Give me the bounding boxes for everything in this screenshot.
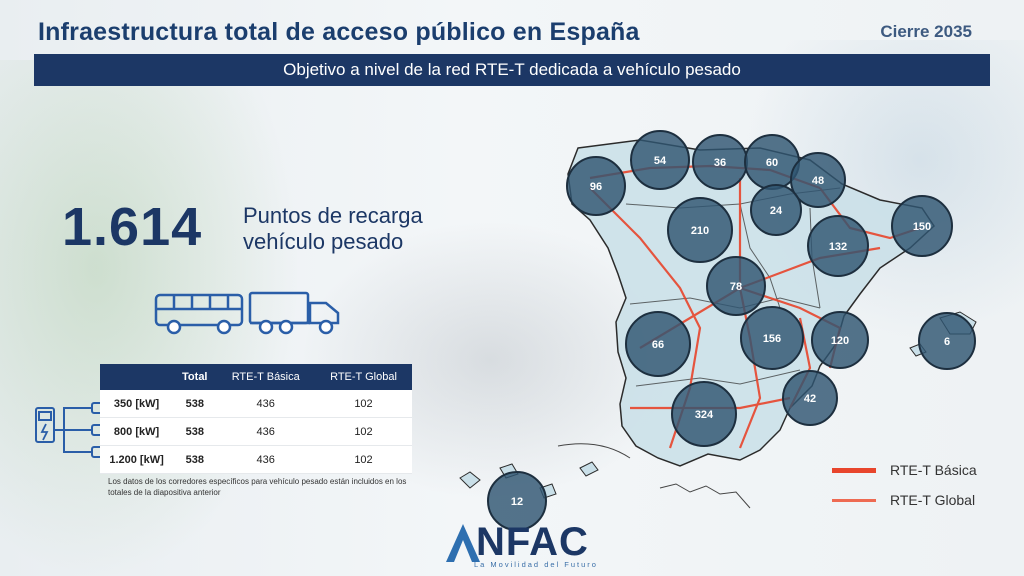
bus-and-truck-icon [154, 291, 340, 335]
region-value-extremadura: 66 [652, 339, 664, 351]
legend-swatch-global [832, 498, 876, 502]
region-circle-murcia [782, 370, 838, 426]
charging-table: Total RTE-T Básica RTE-T Global 350 [kW]… [100, 364, 412, 474]
row-total: 538 [173, 417, 217, 446]
region-value-galicia: 96 [590, 181, 602, 193]
region-value-baleares: 6 [944, 336, 950, 348]
header-basica: RTE-T Básica [216, 364, 315, 390]
region-circle-canarias [487, 471, 547, 531]
legend-item-basica: RTE-T Básica [832, 455, 977, 485]
row-basica: 436 [216, 417, 315, 446]
region-circle-la-rioja [750, 184, 802, 236]
region-circle-castilla-leon [667, 197, 733, 263]
legend-swatch-basica [832, 467, 876, 473]
close-year-label: Cierre 2035 [880, 22, 972, 41]
total-caption: Puntos de recarga vehículo pesado [243, 203, 423, 255]
region-value-pais-vasco: 60 [766, 157, 778, 169]
legend-label-global: RTE-T Global [890, 492, 976, 508]
row-total: 538 [173, 390, 217, 418]
table-row: 350 [kW] 538 436 102 [100, 390, 412, 418]
truck-icon [248, 291, 340, 335]
spain-map: 96 54 36 60 48 24 210 132 150 78 66 156 120 6 42 324 12 [459, 130, 977, 531]
region-value-valencia: 120 [831, 335, 849, 347]
region-circle-cataluna [891, 195, 953, 257]
row-basica: 436 [216, 445, 315, 474]
region-circle-aragon [807, 215, 869, 277]
row-basica: 436 [216, 390, 315, 418]
anfac-wordmark: NFAC [476, 520, 589, 564]
table-row: 800 [kW] 538 436 102 [100, 417, 412, 446]
anfac-logo-mark-icon [446, 524, 480, 562]
legend-label-basica: RTE-T Básica [890, 462, 977, 478]
region-value-aragon: 132 [829, 241, 847, 253]
region-circle-galicia [566, 156, 626, 216]
subtitle-bar: Objetivo a nivel de la red RTE-T dedicad… [34, 54, 990, 86]
region-value-navarra: 48 [812, 175, 824, 187]
region-value-la-rioja: 24 [770, 205, 783, 217]
row-global: 102 [315, 390, 412, 418]
region-value-murcia: 42 [804, 393, 816, 405]
row-power: 800 [kW] [100, 417, 174, 446]
header-global: RTE-T Global [315, 364, 412, 390]
anfac-tagline: La Movilidad del Futuro [474, 560, 598, 569]
region-circle-extremadura [625, 311, 691, 377]
total-charging-points: 1.614 [62, 197, 203, 257]
north-africa-coast [659, 483, 751, 509]
row-global: 102 [315, 417, 412, 446]
region-circle-andalucia [671, 381, 737, 447]
region-circle-castilla-la-mancha [740, 306, 804, 370]
table-footnote: Los datos de los corredores específicos … [108, 477, 407, 497]
region-value-cantabria: 36 [714, 157, 726, 169]
caption-line-1: Puntos de recarga [243, 203, 423, 228]
row-power: 1.200 [kW] [100, 445, 174, 474]
region-value-asturias: 54 [654, 155, 667, 167]
region-value-castilla-leon: 210 [691, 225, 709, 237]
anfac-logo: NFAC La Movilidad del Futuro [446, 520, 596, 576]
header-power [100, 364, 174, 390]
row-power: 350 [kW] [100, 390, 174, 418]
region-circle-asturias [630, 130, 690, 190]
region-value-andalucia: 324 [695, 409, 714, 421]
region-value-canarias: 12 [511, 496, 523, 508]
table-header-row: Total RTE-T Básica RTE-T Global [100, 364, 412, 390]
region-circle-navarra [790, 152, 846, 208]
region-circle-baleares [918, 312, 976, 370]
header-total: Total [173, 364, 217, 390]
region-circle-valencia [811, 311, 869, 369]
region-value-castilla-la-mancha: 156 [763, 333, 781, 345]
row-total: 538 [173, 445, 217, 474]
table-row: 1.200 [kW] 538 436 102 [100, 445, 412, 474]
region-circles: 96 54 36 60 48 24 210 132 150 78 66 156 120 6 42 324 12 [487, 130, 976, 531]
row-global: 102 [315, 445, 412, 474]
legend: RTE-T Básica RTE-T Global [832, 455, 977, 515]
region-circle-madrid [706, 256, 766, 316]
region-value-cataluna: 150 [913, 221, 931, 233]
caption-line-2: vehículo pesado [243, 229, 404, 254]
legend-item-global: RTE-T Global [832, 485, 977, 515]
bus-icon [154, 293, 244, 335]
page-title: Infraestructura total de acceso público … [38, 18, 640, 46]
region-value-madrid: 78 [730, 281, 742, 293]
